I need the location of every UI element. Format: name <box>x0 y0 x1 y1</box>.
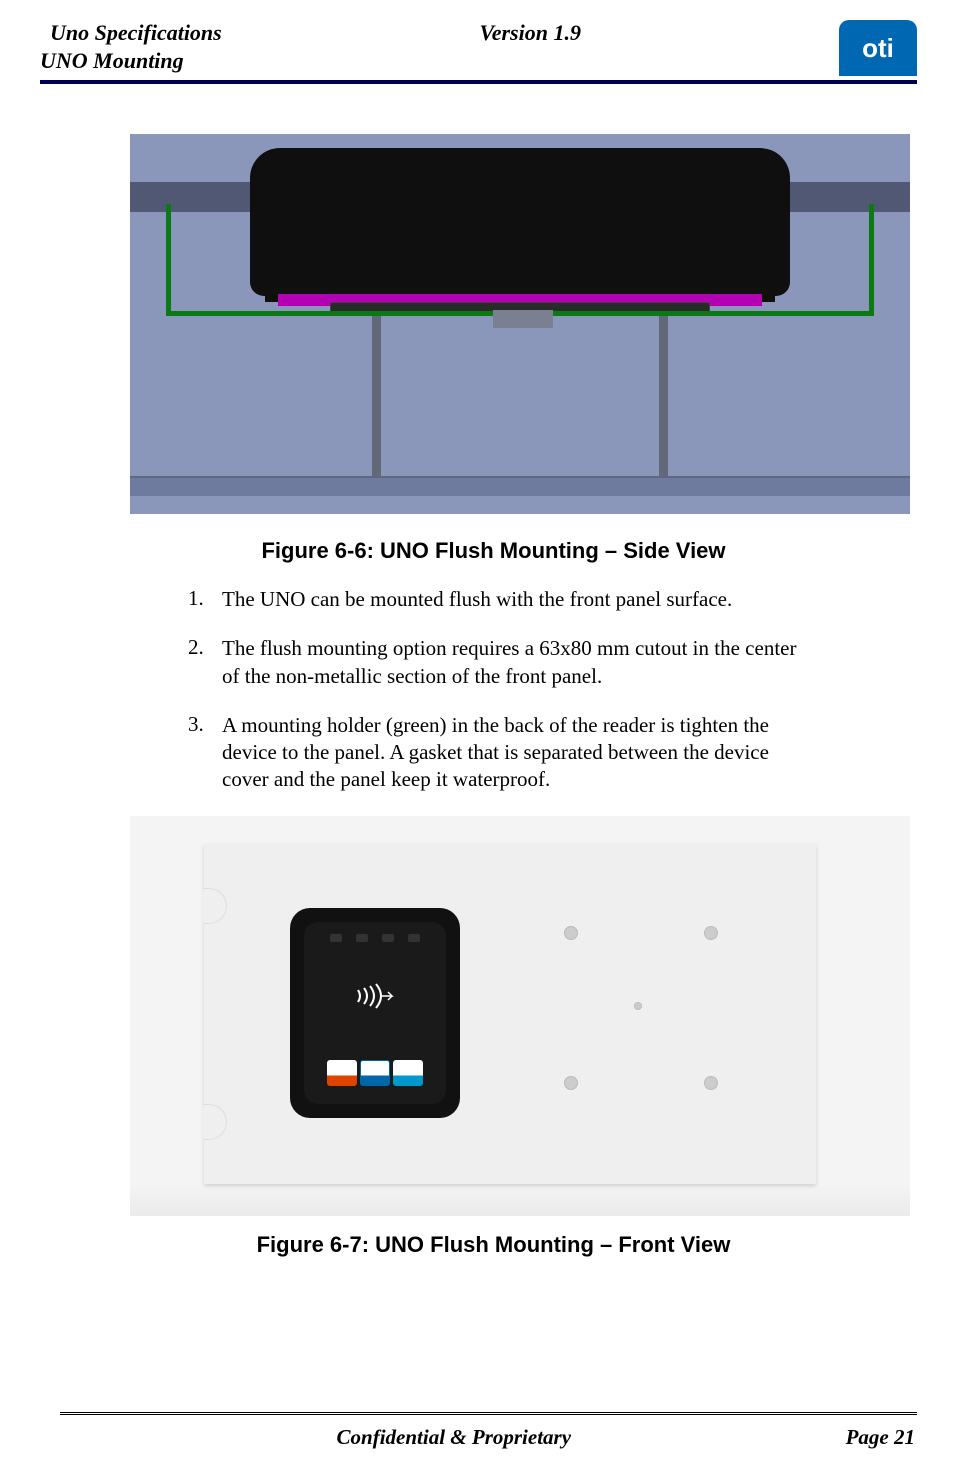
visa-icon <box>360 1060 390 1086</box>
rod-right <box>659 316 668 476</box>
mounting-holder-right <box>776 204 874 316</box>
footer-rule <box>60 1414 917 1415</box>
figure-1-caption: Figure 6-6: UNO Flush Mounting – Side Vi… <box>130 538 857 564</box>
center-tab <box>493 310 553 328</box>
list-number: 2. <box>188 635 222 690</box>
section-title: UNO Mounting <box>40 48 400 74</box>
page-header: Uno Specifications UNO Mounting Version … <box>40 20 917 76</box>
led-icon <box>356 934 368 942</box>
page-number: Page 21 <box>846 1425 915 1450</box>
shadow-bar <box>130 478 910 496</box>
numbered-list: 1. The UNO can be mounted flush with the… <box>130 586 857 794</box>
uno-device-body <box>250 148 790 296</box>
figure-side-view <box>130 134 910 514</box>
list-item: 1. The UNO can be mounted flush with the… <box>188 586 857 613</box>
page-footer: Confidential & Proprietary Page 21 <box>60 1412 917 1450</box>
mount-hole <box>564 926 578 940</box>
led-icon <box>330 934 342 942</box>
mount-hole <box>704 926 718 940</box>
led-icon <box>382 934 394 942</box>
list-text: A mounting holder (green) in the back of… <box>222 712 857 794</box>
doc-title: Uno Specifications <box>40 20 400 46</box>
rod-left <box>372 316 381 476</box>
footer-rule <box>60 1412 917 1413</box>
mastercard-icon <box>327 1060 357 1086</box>
reader-screen <box>304 922 446 1104</box>
payment-card-logos <box>327 1060 423 1086</box>
status-leds <box>304 934 446 942</box>
oti-logo-icon: oti <box>839 20 917 76</box>
amex-icon <box>393 1060 423 1086</box>
contactless-icon <box>354 982 396 1010</box>
mounting-plate <box>204 844 816 1184</box>
confidential-label: Confidential & Proprietary <box>337 1425 572 1450</box>
list-item: 3. A mounting holder (green) in the back… <box>188 712 857 794</box>
led-icon <box>408 934 420 942</box>
header-rule <box>40 80 917 84</box>
list-item: 2. The flush mounting option requires a … <box>188 635 857 690</box>
plate-notch-bottom <box>203 1104 227 1140</box>
header-left: Uno Specifications UNO Mounting <box>40 20 400 74</box>
mount-hole <box>704 1076 718 1090</box>
mounting-holder-left <box>166 204 264 316</box>
mount-hole <box>564 1076 578 1090</box>
list-number: 1. <box>188 586 222 613</box>
plate-notch-top <box>203 888 227 924</box>
figure-front-view <box>130 816 910 1216</box>
uno-reader <box>290 908 460 1118</box>
doc-version: Version 1.9 <box>400 20 840 46</box>
list-text: The UNO can be mounted flush with the fr… <box>222 586 772 613</box>
header-right: oti <box>839 20 917 76</box>
mount-hole-center <box>634 1002 642 1010</box>
list-text: The flush mounting option requires a 63x… <box>222 635 857 690</box>
list-number: 3. <box>188 712 222 794</box>
figure-2-caption: Figure 6-7: UNO Flush Mounting – Front V… <box>130 1232 857 1258</box>
